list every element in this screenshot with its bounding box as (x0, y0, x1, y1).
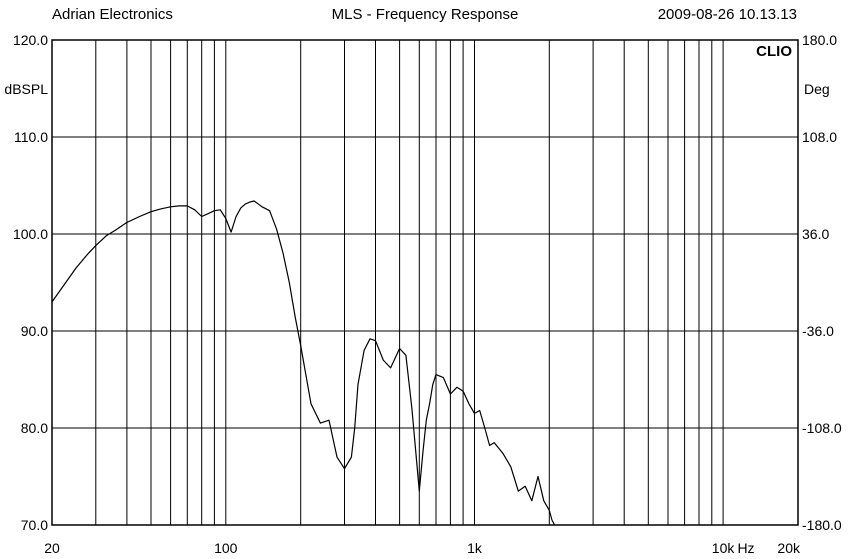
company-name: Adrian Electronics (52, 6, 173, 23)
spl-curve (51, 200, 556, 526)
y2-axis-label: Deg (804, 81, 830, 97)
y2-tick-label: 180.0 (802, 32, 837, 48)
brand-label: CLIO (756, 43, 792, 60)
y-tick-label: 100.0 (13, 226, 48, 242)
x-tick-label: 10k (712, 540, 736, 556)
plot-area (51, 39, 799, 526)
x-axis-unit-label: Hz (737, 540, 754, 556)
x-tick-label: 1k (467, 540, 483, 556)
y2-tick-label: -180.0 (802, 517, 842, 533)
vertical-grid (95, 40, 724, 525)
y-tick-label: 90.0 (21, 323, 48, 339)
y2-tick-label: -36.0 (802, 323, 834, 339)
x-tick-label: 20 (44, 540, 60, 556)
right-axis-ticks: 180.0 108.0 36.0 -36.0 -108.0 -180.0 (802, 32, 842, 533)
y2-tick-label: -108.0 (802, 420, 842, 436)
left-axis-ticks: 120.0 110.0 100.0 90.0 80.0 70.0 (13, 32, 48, 533)
timestamp: 2009-08-26 10.13.13 (658, 6, 797, 23)
y-axis-label: dBSPL (4, 81, 48, 97)
x-tick-label: 100 (214, 540, 238, 556)
y2-tick-label: 36.0 (802, 226, 829, 242)
y-tick-label: 110.0 (14, 129, 48, 145)
y-tick-label: 120.0 (13, 32, 48, 48)
y2-tick-label: 108.0 (802, 129, 837, 145)
y-tick-label: 70.0 (21, 517, 48, 533)
brand-label-background (732, 42, 794, 60)
y-tick-label: 80.0 (21, 420, 48, 436)
x-axis-ticks: 20 100 1k 10k 20k (44, 540, 801, 556)
chart-title: MLS - Frequency Response (332, 6, 519, 23)
x-tick-label: 20k (777, 540, 801, 556)
